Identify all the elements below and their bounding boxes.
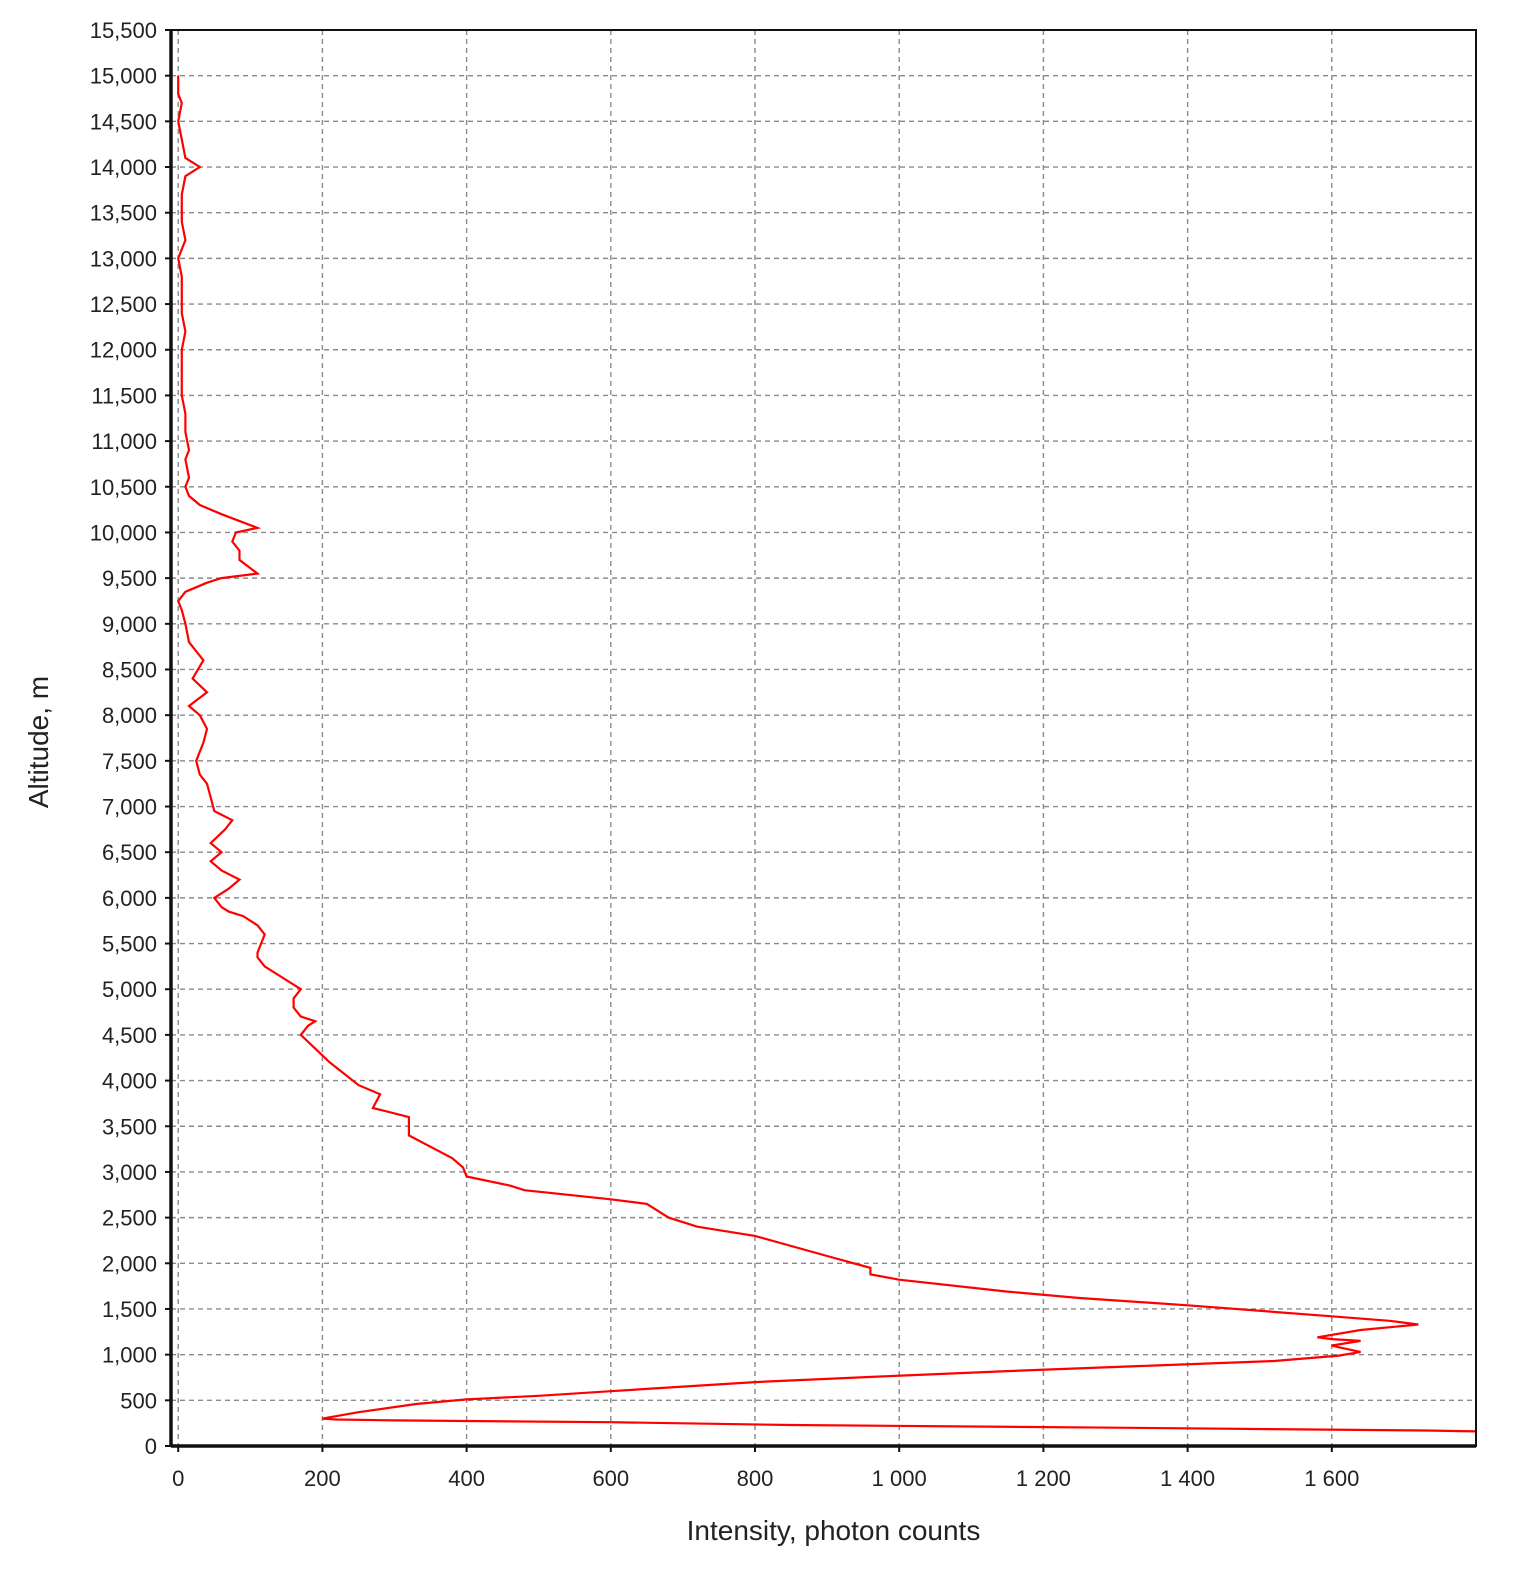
- y-tick-label: 2,000: [102, 1251, 157, 1276]
- y-tick-label: 3,500: [102, 1114, 157, 1139]
- y-tick-label: 5,000: [102, 977, 157, 1002]
- x-tick-label: 1 400: [1160, 1466, 1215, 1491]
- y-tick-label: 6,500: [102, 840, 157, 865]
- y-tick-label: 8,500: [102, 657, 157, 682]
- y-tick-label: 4,500: [102, 1023, 157, 1048]
- y-tick-label: 9,500: [102, 566, 157, 591]
- x-tick-label: 1 000: [872, 1466, 927, 1491]
- y-tick-label: 10,500: [90, 475, 157, 500]
- x-tick-label: 800: [737, 1466, 774, 1491]
- ticks-layer: 0 500 1,000 1,500 2,000 2,500 3,000 3,500 4,000 4…: [90, 18, 1360, 1491]
- y-tick-label: 13,000: [90, 246, 157, 271]
- y-tick-label: 10,000: [90, 520, 157, 545]
- y-tick-label: 8,000: [102, 703, 157, 728]
- y-tick-label: 5,500: [102, 932, 157, 957]
- x-tick-label: 600: [592, 1466, 629, 1491]
- x-tick-label: 1 600: [1304, 1466, 1359, 1491]
- axes-layer: [169, 29, 1477, 1448]
- y-tick-label: 3,000: [102, 1160, 157, 1185]
- x-tick-label: 200: [304, 1466, 341, 1491]
- y-tick-label: 4,000: [102, 1069, 157, 1094]
- y-axis-title: Altitude, m: [23, 676, 54, 808]
- y-tick-label: 15,000: [90, 64, 157, 89]
- y-tick-label: 12,000: [90, 338, 157, 363]
- x-axis-title: Intensity, photon counts: [687, 1515, 981, 1546]
- y-tick-label: 7,000: [102, 795, 157, 820]
- y-tick-label: 15,500: [90, 18, 157, 43]
- data-layer: [176, 75, 1477, 1433]
- plot-area: [171, 30, 1476, 1446]
- y-tick-label: 14,500: [90, 109, 157, 134]
- y-tick-label: 1,500: [102, 1297, 157, 1322]
- y-tick-label: 7,500: [102, 749, 157, 774]
- y-tick-label: 13,500: [90, 201, 157, 226]
- y-tick-label: 500: [120, 1388, 157, 1413]
- grid-layer: [171, 29, 1476, 1446]
- y-tick-label: 11,500: [91, 383, 157, 408]
- y-tick-label: 11,000: [91, 429, 157, 454]
- x-tick-label: 1 200: [1016, 1466, 1071, 1491]
- series-line-0: [176, 75, 1477, 1433]
- y-tick-label: 12,500: [90, 292, 157, 317]
- y-tick-label: 6,000: [102, 886, 157, 911]
- y-tick-label: 14,000: [90, 155, 157, 180]
- x-tick-label: 400: [448, 1466, 485, 1491]
- y-tick-label: 1,000: [102, 1343, 157, 1368]
- y-tick-label: 2,500: [102, 1206, 157, 1231]
- x-tick-label: 0: [172, 1466, 184, 1491]
- y-tick-label: 9,000: [102, 612, 157, 637]
- y-tick-label: 0: [145, 1434, 157, 1459]
